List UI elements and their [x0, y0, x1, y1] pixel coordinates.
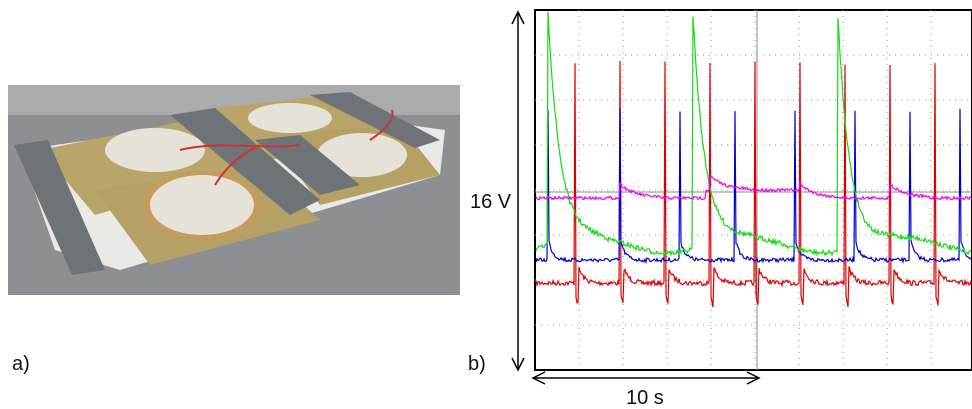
time-scale: 10 s	[626, 387, 664, 409]
label-bg	[470, 185, 516, 215]
trace	[535, 174, 972, 201]
panel-label: a)	[12, 353, 30, 375]
trace	[535, 11, 972, 257]
photo	[8, 85, 460, 295]
disc	[248, 103, 332, 133]
panel-label: b)	[468, 353, 486, 375]
clamp-bar	[255, 135, 360, 195]
voltage-scale: 16 V	[470, 191, 512, 213]
scale-arrows	[511, 10, 761, 385]
clamp-bar	[170, 108, 320, 215]
clamp-bar	[14, 140, 105, 275]
trace	[535, 108, 972, 265]
trace	[535, 60, 972, 308]
arrow-head	[511, 357, 525, 372]
wires	[179, 109, 394, 186]
arrow-head	[531, 371, 546, 385]
disc	[317, 133, 407, 177]
arrow-head	[511, 10, 525, 25]
disc	[150, 175, 254, 235]
disc	[105, 128, 205, 172]
oscilloscope	[534, 9, 972, 371]
arrow-head	[746, 371, 761, 385]
clamp-bar	[310, 92, 440, 148]
